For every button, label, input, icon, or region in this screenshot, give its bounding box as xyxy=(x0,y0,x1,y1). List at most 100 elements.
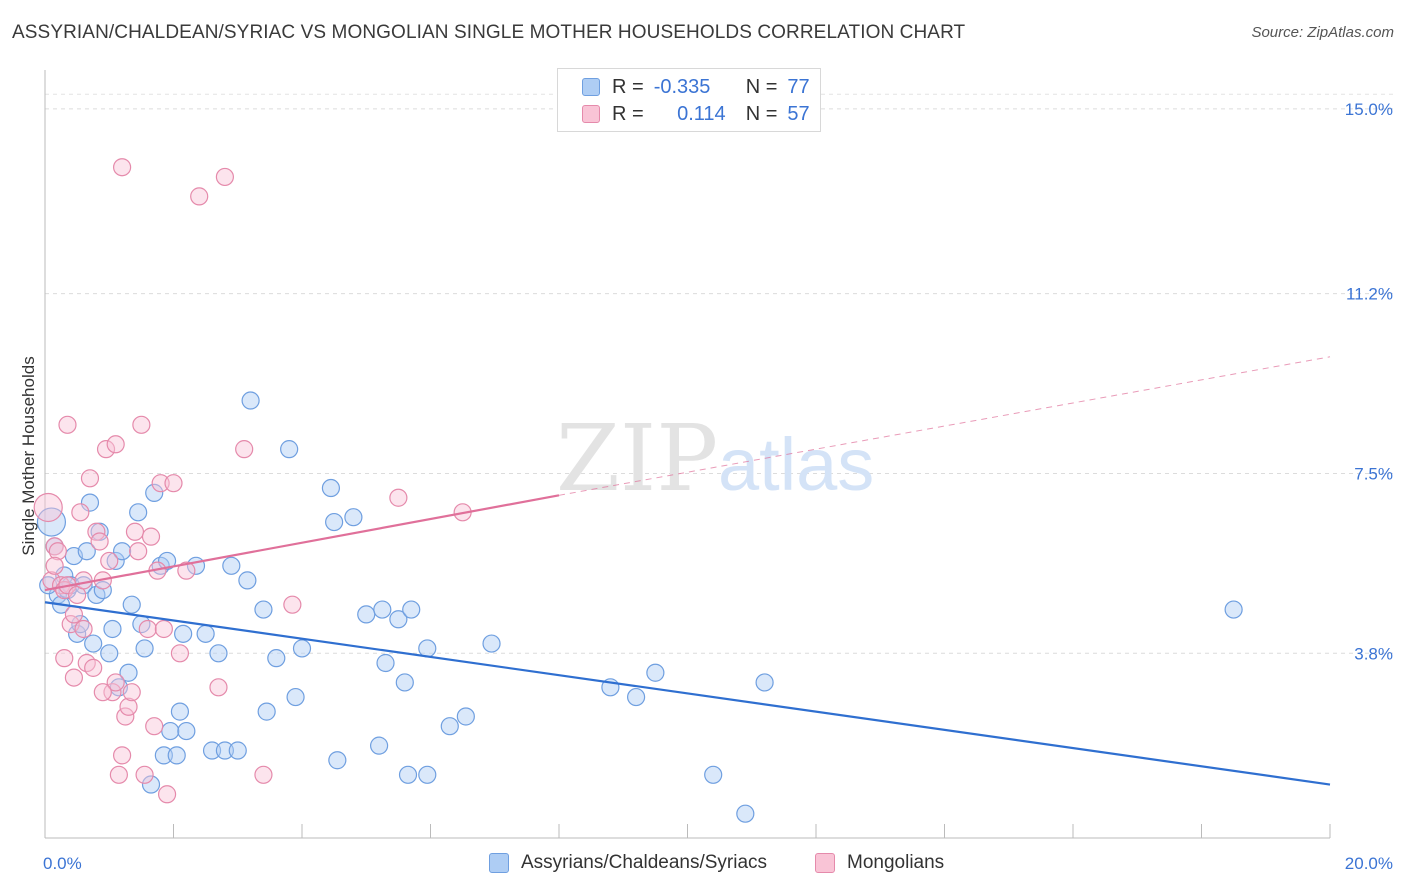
point-assyrians xyxy=(418,765,437,784)
point-mongolians xyxy=(71,503,90,522)
point-assyrians xyxy=(167,746,186,765)
y-tick-label: 11.2% xyxy=(1346,285,1393,304)
y-tick-labels: 3.8% 7.5% 11.2% 15.0% xyxy=(1345,100,1393,663)
point-assyrians xyxy=(325,512,344,532)
point-mongolians xyxy=(154,619,173,639)
trend-line-mongolians xyxy=(44,494,560,592)
point-mongolians xyxy=(283,595,302,614)
point-mongolians xyxy=(100,551,119,571)
point-assyrians xyxy=(36,507,67,537)
point-assyrians xyxy=(704,765,723,784)
trend-lines xyxy=(44,356,1331,786)
series-legend: Assyrians/Chaldeans/Syriacs Mongolians xyxy=(0,852,1406,878)
point-assyrians xyxy=(389,610,408,629)
point-mongolians xyxy=(74,571,93,590)
point-assyrians xyxy=(112,542,132,561)
y-tick-label: 15.0% xyxy=(1345,100,1393,119)
legend-r-value: 0.114 xyxy=(677,102,726,125)
point-assyrians xyxy=(222,556,241,575)
point-mongolians xyxy=(138,619,157,639)
point-mongolians xyxy=(157,785,177,804)
point-mongolians xyxy=(90,532,109,551)
point-assyrians xyxy=(370,736,389,755)
point-mongolians xyxy=(45,537,64,556)
point-assyrians xyxy=(122,595,141,614)
point-mongolians xyxy=(145,717,164,736)
point-assyrians xyxy=(196,624,215,643)
point-assyrians xyxy=(456,707,475,726)
point-assyrians xyxy=(228,741,247,760)
point-assyrians xyxy=(286,687,305,707)
point-mongolians xyxy=(64,605,84,624)
point-mongolians xyxy=(215,167,234,187)
point-mongolians xyxy=(109,765,128,784)
point-mongolians xyxy=(254,765,273,784)
point-assyrians xyxy=(129,503,148,522)
legend-swatch-assyrians xyxy=(582,78,600,96)
point-assyrians xyxy=(1224,600,1243,619)
point-mongolians xyxy=(55,649,74,668)
point-mongolians xyxy=(48,542,67,561)
point-assyrians xyxy=(202,741,222,760)
point-assyrians xyxy=(135,639,154,658)
watermark: ZIP atlas xyxy=(556,405,874,512)
point-assyrians xyxy=(119,663,138,682)
legend-row-assyrians: R = -0.335 N = 77 xyxy=(582,74,810,100)
legend-n-label: N = xyxy=(745,102,778,125)
point-assyrians xyxy=(736,804,755,823)
point-assyrians xyxy=(174,624,193,643)
point-assyrians xyxy=(215,741,234,760)
y-tick-label: 7.5% xyxy=(1354,464,1393,483)
x-tick-label: 20.0% xyxy=(1345,854,1393,873)
point-mongolians xyxy=(106,435,125,454)
point-assyrians xyxy=(84,634,103,653)
point-assyrians xyxy=(373,600,392,619)
point-mongolians xyxy=(106,673,125,692)
point-assyrians xyxy=(161,721,180,741)
point-assyrians xyxy=(241,391,260,410)
correlation-legend: R = -0.335 N = 77 R = 0.114 N = 57 xyxy=(557,68,821,132)
grid-lines xyxy=(45,93,1395,654)
legend-n-label: N = xyxy=(745,75,778,98)
point-mongolians xyxy=(58,415,77,434)
point-assyrians xyxy=(157,551,177,571)
series-legend-mongolians[interactable]: Mongolians xyxy=(815,852,944,874)
point-assyrians xyxy=(170,702,190,721)
legend-r-value: -0.335 xyxy=(653,75,711,98)
point-mongolians xyxy=(190,187,209,206)
point-assyrians xyxy=(177,721,196,741)
point-mongolians xyxy=(141,527,161,546)
point-assyrians xyxy=(145,483,164,502)
series-legend-assyrians[interactable]: Assyrians/Chaldeans/Syriacs xyxy=(489,852,767,874)
point-mongolians xyxy=(132,415,151,434)
point-assyrians xyxy=(154,746,173,765)
data-points xyxy=(33,158,1243,823)
point-assyrians xyxy=(321,478,341,498)
point-mongolians xyxy=(135,765,154,784)
point-mongolians xyxy=(125,522,145,541)
trend-line-assyrians xyxy=(44,601,1331,786)
point-assyrians xyxy=(482,634,501,653)
series-swatch-mongolians xyxy=(815,853,835,873)
point-mongolians xyxy=(209,678,228,697)
point-mongolians xyxy=(122,683,141,702)
point-mongolians xyxy=(112,158,132,177)
point-assyrians xyxy=(626,687,646,707)
point-assyrians xyxy=(257,702,276,721)
point-assyrians xyxy=(395,673,414,692)
point-assyrians xyxy=(238,571,257,590)
point-assyrians xyxy=(344,508,363,527)
point-assyrians xyxy=(77,542,96,561)
point-mongolians xyxy=(96,440,116,459)
point-mongolians xyxy=(87,522,106,541)
point-mongolians xyxy=(93,683,112,702)
point-assyrians xyxy=(141,775,161,794)
series-legend-label: Assyrians/Chaldeans/Syriacs xyxy=(521,852,768,873)
point-assyrians xyxy=(280,440,299,459)
point-assyrians xyxy=(328,751,347,770)
trend-line-mongolians-extension xyxy=(558,356,1331,496)
point-assyrians xyxy=(418,639,437,658)
legend-row-mongolians: R = 0.114 N = 57 xyxy=(582,101,810,127)
point-mongolians xyxy=(64,668,84,687)
axes xyxy=(44,70,1331,839)
